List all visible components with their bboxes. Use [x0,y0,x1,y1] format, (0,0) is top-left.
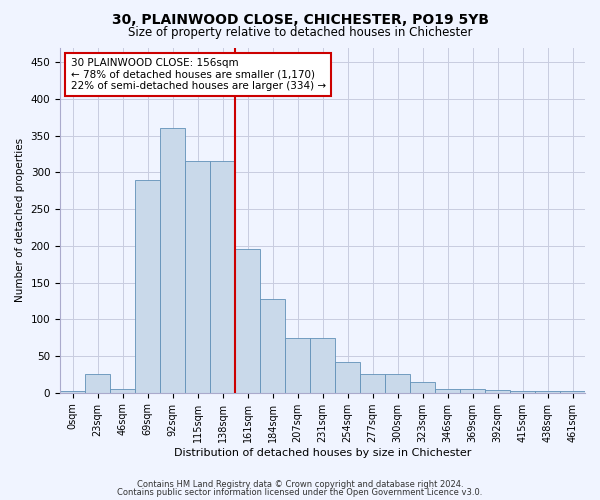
Bar [335,362,360,392]
Text: Contains public sector information licensed under the Open Government Licence v3: Contains public sector information licen… [118,488,482,497]
Bar [435,389,460,392]
Bar [160,128,185,392]
Text: Size of property relative to detached houses in Chichester: Size of property relative to detached ho… [128,26,472,39]
Bar [135,180,160,392]
Y-axis label: Number of detached properties: Number of detached properties [15,138,25,302]
Bar [85,374,110,392]
Bar [310,338,335,392]
Text: Contains HM Land Registry data © Crown copyright and database right 2024.: Contains HM Land Registry data © Crown c… [137,480,463,489]
Bar [385,374,410,392]
Bar [260,298,285,392]
Bar [485,390,510,392]
Bar [360,374,385,392]
Bar [410,382,435,392]
Bar [235,250,260,392]
Text: 30, PLAINWOOD CLOSE, CHICHESTER, PO19 5YB: 30, PLAINWOOD CLOSE, CHICHESTER, PO19 5Y… [112,12,488,26]
Bar [110,389,135,392]
Bar [460,389,485,392]
Bar [210,162,235,392]
Bar [285,338,310,392]
Bar [185,162,210,392]
Text: 30 PLAINWOOD CLOSE: 156sqm
← 78% of detached houses are smaller (1,170)
22% of s: 30 PLAINWOOD CLOSE: 156sqm ← 78% of deta… [71,58,326,91]
X-axis label: Distribution of detached houses by size in Chichester: Distribution of detached houses by size … [174,448,471,458]
